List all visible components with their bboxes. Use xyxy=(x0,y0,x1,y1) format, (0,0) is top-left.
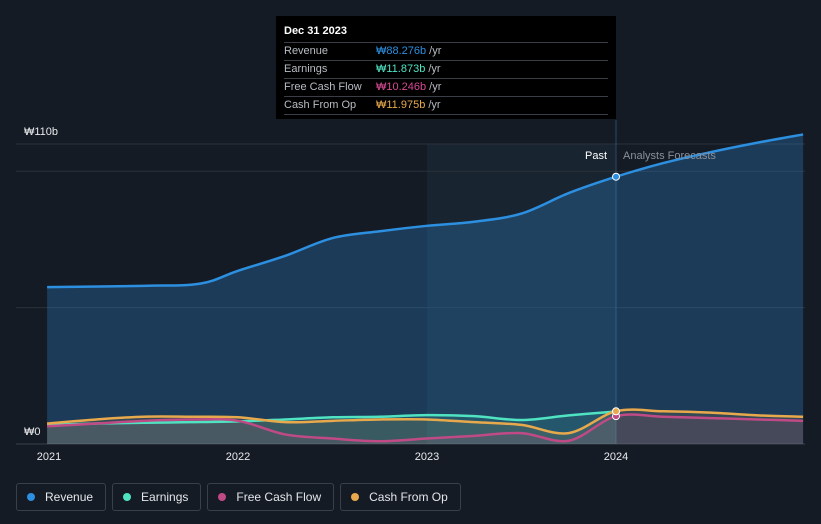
cfo-dot-icon xyxy=(351,493,360,501)
x-tick-2024: 2024 xyxy=(603,451,629,463)
legend-earnings[interactable]: Earnings xyxy=(112,483,202,511)
x-tick-2021: 2021 xyxy=(36,451,62,463)
tooltip-value: ₩88.276b xyxy=(376,45,427,57)
legend-label: Earnings xyxy=(141,490,189,504)
series-line-earnings xyxy=(47,410,617,427)
marker-cash-from-op xyxy=(612,407,620,416)
series-area-revenue xyxy=(47,134,804,445)
tooltip-unit: /yr xyxy=(429,81,442,93)
legend-label: Revenue xyxy=(45,490,94,504)
tooltip-label: Revenue xyxy=(284,45,329,57)
legend-cash-from-op[interactable]: Cash From Op xyxy=(340,483,461,511)
tooltip-row-fcf: Free Cash Flow ₩10.246b /yr xyxy=(284,79,608,97)
fcf-dot-icon xyxy=(218,493,227,501)
tooltip-value: ₩11.975b xyxy=(376,99,426,111)
legend-free-cash-flow[interactable]: Free Cash Flow xyxy=(207,483,335,511)
tooltip-row-revenue: Revenue ₩88.276b /yr xyxy=(284,43,608,61)
tooltip-value: ₩11.873b xyxy=(376,63,426,75)
revenue-dot-icon xyxy=(27,493,35,501)
forecast-label: Analysts Forecasts xyxy=(623,150,716,162)
tooltip-row-earnings: Earnings ₩11.873b /yr xyxy=(284,61,608,79)
earnings-dot-icon xyxy=(123,493,132,501)
tooltip: Dec 31 2023 Revenue ₩88.276b /yr Earning… xyxy=(276,16,616,119)
x-tick-2022: 2022 xyxy=(225,451,251,463)
tooltip-label: Earnings xyxy=(284,63,328,75)
series-line-revenue xyxy=(47,133,804,289)
past-year-highlight xyxy=(427,144,616,444)
y-tick-bottom: ₩0 xyxy=(24,426,41,438)
tooltip-unit: /yr xyxy=(429,45,442,57)
tooltip-label: Free Cash Flow xyxy=(284,81,362,93)
series-line-free-cash-flow xyxy=(47,413,804,443)
tooltip-date: Dec 31 2023 xyxy=(284,24,608,43)
x-tick-2023: 2023 xyxy=(414,451,440,463)
legend: Revenue Earnings Free Cash Flow Cash Fro… xyxy=(16,483,461,511)
legend-label: Free Cash Flow xyxy=(236,490,322,504)
marker-revenue xyxy=(612,172,620,181)
tooltip-unit: /yr xyxy=(428,63,441,75)
legend-label: Cash From Op xyxy=(369,490,448,504)
tooltip-unit: /yr xyxy=(428,99,441,111)
past-label: Past xyxy=(585,150,608,162)
tooltip-value: ₩10.246b xyxy=(376,81,427,93)
series-line-cash-from-op xyxy=(47,408,804,435)
legend-revenue[interactable]: Revenue xyxy=(16,483,107,511)
tooltip-label: Cash From Op xyxy=(284,99,357,111)
tooltip-row-cfo: Cash From Op ₩11.975b /yr xyxy=(284,97,608,115)
y-tick-top: ₩110b xyxy=(24,126,59,138)
